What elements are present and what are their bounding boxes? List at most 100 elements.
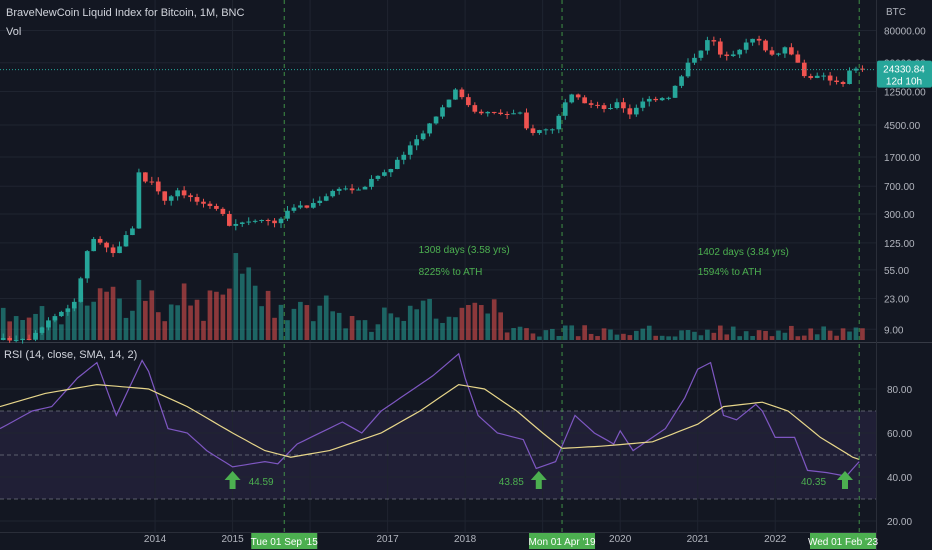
price-candle xyxy=(272,220,277,224)
price-candle xyxy=(769,50,775,55)
volume-bar xyxy=(7,321,13,340)
price-candle xyxy=(401,154,407,160)
volume-bar xyxy=(33,313,38,340)
volume-bar xyxy=(407,305,413,340)
price-candle xyxy=(110,247,116,254)
volume-bar xyxy=(52,317,58,340)
volume-bar xyxy=(524,328,529,340)
price-candle xyxy=(679,76,684,86)
volume-bar xyxy=(143,300,148,340)
price-candle xyxy=(91,238,96,252)
volume-bar xyxy=(239,273,245,340)
volume-bar xyxy=(252,285,258,340)
price-candle xyxy=(175,190,180,197)
volume-bar xyxy=(362,320,368,340)
price-candle xyxy=(259,220,264,222)
price-candle xyxy=(466,97,471,106)
chart-annotation: 1402 days (3.84 yrs) xyxy=(698,247,789,258)
price-candle xyxy=(621,102,626,109)
rsi-axis-tick-label: 40.00 xyxy=(887,473,912,484)
price-candle xyxy=(233,223,239,226)
price-candle xyxy=(672,85,678,98)
time-axis-tick-label: 2022 xyxy=(764,534,787,545)
volume-bar xyxy=(117,298,122,340)
volume-bar xyxy=(343,328,348,340)
volume-bar xyxy=(717,325,723,340)
volume-bar xyxy=(446,316,452,340)
chart-annotation: 1308 days (3.58 yrs) xyxy=(419,245,510,256)
volume-bar xyxy=(155,312,161,340)
chart-annotation: 8225% to ATH xyxy=(419,267,483,278)
volume-bar xyxy=(304,305,310,340)
volume-bar xyxy=(149,290,155,340)
volume-bar xyxy=(853,327,859,340)
volume-bar xyxy=(330,311,336,340)
volume-bar xyxy=(840,328,846,340)
price-candle xyxy=(310,203,316,208)
volume-bar xyxy=(168,304,174,340)
volume-bar xyxy=(769,336,775,340)
volume-bar xyxy=(756,330,762,340)
volume-bar xyxy=(207,290,213,340)
price-candle xyxy=(433,116,439,124)
price-candle xyxy=(246,221,252,223)
volume-bar xyxy=(26,317,32,340)
time-axis-tick-label: 2018 xyxy=(454,534,477,545)
price-candle xyxy=(685,62,691,77)
price-candle xyxy=(504,114,510,116)
volume-bar xyxy=(640,328,646,340)
price-candle xyxy=(214,205,219,209)
price-candle xyxy=(123,235,129,247)
price-candle xyxy=(517,112,523,114)
price-candle xyxy=(659,98,665,101)
price-candle xyxy=(550,129,555,131)
price-candle xyxy=(71,301,77,309)
price-candle xyxy=(155,181,161,192)
price-candle xyxy=(278,218,284,224)
price-candle xyxy=(653,98,659,101)
price-candle xyxy=(705,40,710,51)
volume-bar xyxy=(737,336,743,340)
price-candle xyxy=(575,94,581,98)
volume-bar xyxy=(711,332,717,340)
price-candle xyxy=(149,181,155,183)
volume-bar xyxy=(466,304,471,340)
volume-bar xyxy=(401,320,407,340)
last-price-badge xyxy=(877,60,932,88)
price-candle xyxy=(730,54,736,56)
price-candle xyxy=(582,97,587,104)
price-candle xyxy=(795,54,801,63)
volume-bar xyxy=(653,335,659,340)
volume-bar xyxy=(808,328,814,340)
candle-countdown: 12d 10h xyxy=(886,77,922,88)
volume-bar xyxy=(614,334,620,340)
volume-bar xyxy=(537,336,542,340)
time-axis-tick-label: 2014 xyxy=(144,534,167,545)
grid-lines xyxy=(0,0,876,532)
price-candle xyxy=(834,80,839,83)
rsi-ma-line xyxy=(0,383,860,460)
volume-bar xyxy=(78,292,84,340)
volume-bar xyxy=(659,335,665,340)
volume-bar xyxy=(110,286,116,340)
volume-bar xyxy=(847,331,852,340)
price-candle xyxy=(356,189,361,191)
price-axis-tick-label: 9.00 xyxy=(884,325,904,336)
price-candle xyxy=(827,75,833,81)
price-candle xyxy=(776,53,781,55)
volume-bar xyxy=(298,301,303,340)
price-candle xyxy=(382,172,387,176)
price-candle xyxy=(414,139,420,146)
time-axis-tick-label: 2020 xyxy=(609,534,632,545)
price-candle xyxy=(717,41,723,55)
price-candle xyxy=(207,203,213,206)
volume-bar xyxy=(472,302,478,340)
price-candle xyxy=(162,191,168,201)
volume-bar xyxy=(543,330,549,340)
volume-bar xyxy=(375,324,381,340)
volume-bar xyxy=(278,304,284,340)
volume-bar xyxy=(123,317,129,340)
price-candle xyxy=(698,50,704,58)
price-candle xyxy=(750,38,755,43)
